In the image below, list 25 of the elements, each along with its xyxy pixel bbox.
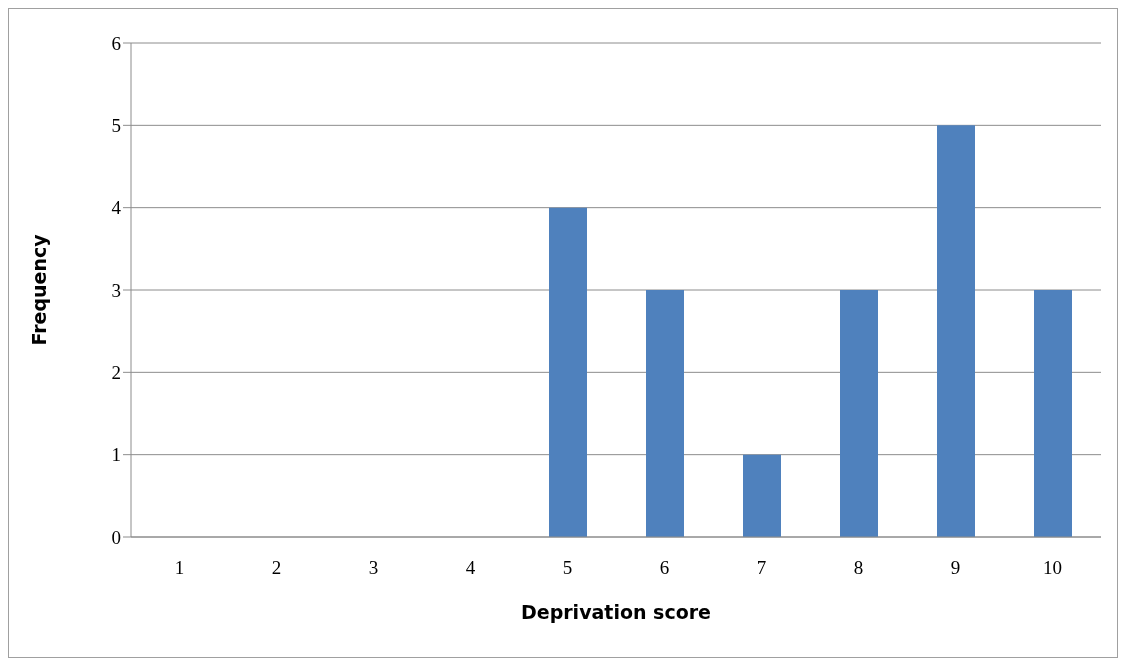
x-tick-label: 6: [659, 557, 670, 579]
x-tick-label: 2: [271, 557, 282, 579]
y-tick-label: 3: [111, 279, 121, 301]
y-tick-label: 1: [111, 444, 121, 466]
bar: [549, 207, 587, 537]
y-tick-label: 2: [111, 362, 121, 384]
bar: [743, 454, 781, 537]
x-tick-label: 8: [853, 557, 864, 579]
x-tick-label: 4: [465, 557, 476, 579]
x-tick-label: 7: [756, 557, 767, 579]
x-tick-label: 3: [368, 557, 379, 579]
y-axis-title: Frequency: [27, 233, 50, 346]
bar: [1034, 290, 1072, 537]
bar: [937, 125, 975, 537]
x-tick-label: 10: [1043, 557, 1062, 579]
bar: [646, 290, 684, 537]
x-tick-label: 1: [174, 557, 185, 579]
bar: [840, 290, 878, 537]
x-tick-label: 5: [562, 557, 573, 579]
y-tick-label: 5: [111, 115, 121, 137]
y-tick-label: 0: [111, 526, 121, 548]
y-tick-label: 4: [111, 197, 122, 219]
x-axis-title: Deprivation score: [520, 601, 712, 623]
x-tick-label: 9: [950, 557, 961, 579]
y-tick-label: 6: [111, 32, 121, 54]
